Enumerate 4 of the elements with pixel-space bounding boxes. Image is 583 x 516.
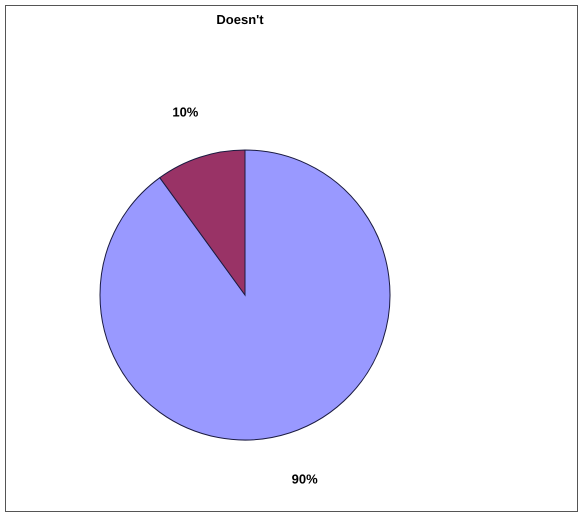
data-label: 10% [172,104,199,119]
data-label: 90% [292,471,318,486]
chart-title: Doesn't [215,12,265,27]
pie-slice [100,150,390,440]
